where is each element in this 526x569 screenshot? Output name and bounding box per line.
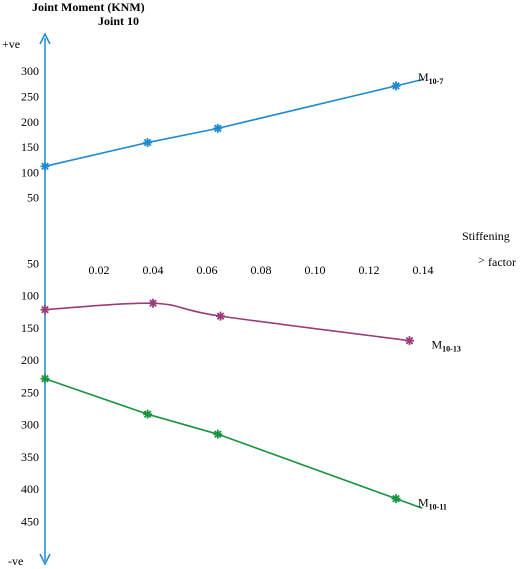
x-tick-label: 0.12 — [359, 263, 380, 277]
y-tick-label: 200 — [21, 353, 39, 367]
y-label-positive: +ve — [2, 37, 20, 51]
data-point — [143, 138, 153, 148]
series-label-subscript: 10-7 — [429, 77, 444, 86]
x-axis-label-arrow: > — [478, 253, 485, 267]
x-tick-label: 0.04 — [143, 263, 164, 277]
series-label-name: M — [432, 338, 443, 352]
data-point — [213, 429, 223, 439]
y-tick-label: 250 — [21, 385, 39, 399]
series-10-13 — [40, 298, 414, 346]
y-tick-labels: 300 250 200 150 100 50 50 100 150 200 250 300 350 400… — [21, 64, 39, 528]
data-point — [391, 81, 401, 91]
data-point — [391, 494, 401, 504]
y-tick-label: 450 — [21, 514, 39, 528]
x-tick-labels: 0.02 0.04 0.06 0.08 0.10 0.12 0.14 — [89, 263, 434, 277]
series-line — [44, 78, 424, 168]
chart-subtitle: Joint 10 — [98, 14, 139, 28]
x-tick-label: 0.14 — [413, 263, 434, 277]
y-axis-arrow-top — [39, 32, 51, 45]
y-tick-label: 100 — [21, 289, 39, 303]
x-tick-label: 0.08 — [251, 263, 272, 277]
data-point — [216, 311, 225, 321]
series-10-7 — [40, 78, 424, 171]
axes — [39, 32, 51, 566]
data-point — [405, 336, 414, 346]
series-line — [44, 377, 423, 509]
y-axis-arrow-bottom — [39, 553, 51, 566]
series-line — [44, 302, 410, 342]
y-tick-label: 350 — [21, 450, 39, 464]
y-tick-label: 150 — [21, 140, 39, 154]
data-point — [143, 409, 153, 419]
chart-title: Joint Moment (KNM) — [32, 0, 145, 14]
data-point — [148, 298, 158, 308]
series-label-name: M — [418, 70, 429, 84]
y-tick-label: 200 — [21, 115, 39, 129]
series-label: M10-11 — [418, 496, 447, 512]
series-label-subscript: 10-11 — [429, 503, 447, 512]
y-tick-label: 300 — [21, 418, 39, 432]
y-tick-label: 250 — [21, 90, 39, 104]
x-tick-label: 0.02 — [89, 263, 110, 277]
y-tick-label: 150 — [21, 321, 39, 335]
series-label-subscript: 10-13 — [442, 345, 461, 354]
series-label: M10-13 — [432, 338, 461, 354]
y-tick-label: 300 — [21, 64, 39, 78]
x-axis-label-line1: Stiffening — [462, 229, 510, 243]
x-tick-label: 0.10 — [305, 263, 326, 277]
series-label-name: M — [418, 496, 429, 510]
series-10-11 — [40, 374, 423, 509]
series-group — [40, 78, 424, 509]
y-tick-label: 100 — [21, 165, 39, 179]
data-point — [213, 123, 223, 133]
data-point — [40, 305, 50, 315]
y-tick-label: 50 — [27, 191, 39, 205]
data-point — [40, 374, 50, 384]
y-tick-label: 400 — [21, 482, 39, 496]
y-tick-label: 50 — [27, 256, 39, 270]
y-label-negative: -ve — [8, 554, 23, 568]
data-point — [40, 161, 50, 171]
series-label: M10-7 — [418, 70, 443, 86]
x-tick-label: 0.06 — [197, 263, 218, 277]
x-axis-label-line2: factor — [488, 255, 516, 269]
